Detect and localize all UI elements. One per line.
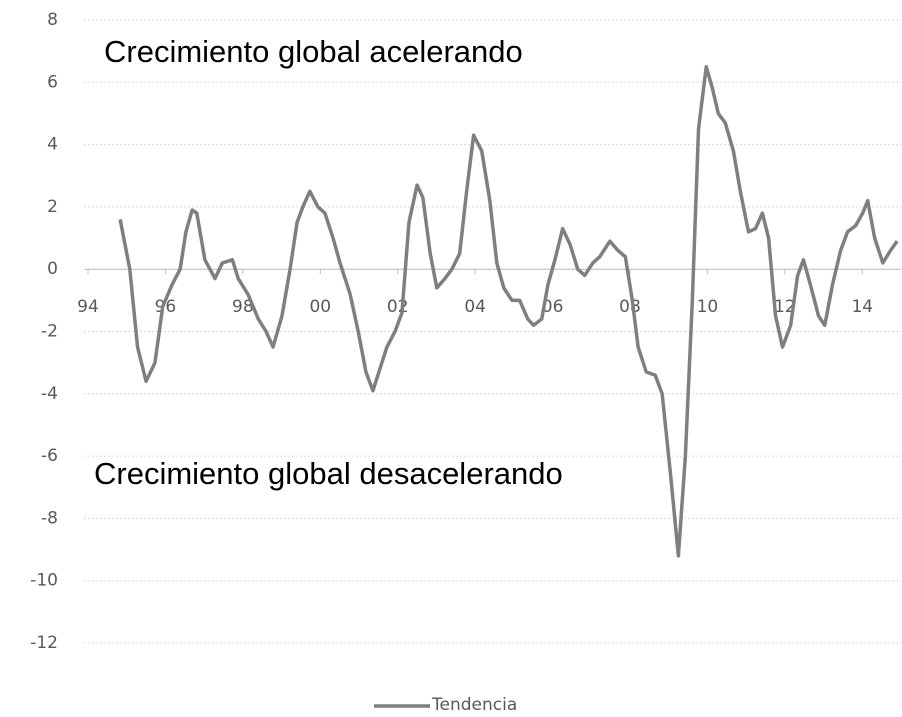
x-tick-label: 08 xyxy=(619,297,641,317)
y-tick-label: -4 xyxy=(41,384,58,404)
x-tick-label: 04 xyxy=(464,297,486,317)
y-tick-label: 0 xyxy=(47,259,58,279)
y-tick-label: -2 xyxy=(41,322,58,342)
x-tick-label: 06 xyxy=(542,297,564,317)
y-tick-label: -6 xyxy=(41,446,58,466)
x-tick-label: 94 xyxy=(77,297,99,317)
legend-label: Tendencia xyxy=(431,695,517,715)
x-tick-label: 02 xyxy=(387,297,409,317)
x-tick-label: 14 xyxy=(851,297,873,317)
y-tick-label: -10 xyxy=(30,571,58,591)
x-tick-label: 98 xyxy=(232,297,254,317)
annotation: Crecimiento global acelerando xyxy=(104,34,523,69)
x-tick-label: 96 xyxy=(155,297,177,317)
annotation: Crecimiento global desacelerando xyxy=(94,456,563,491)
y-tick-label: -12 xyxy=(30,633,58,653)
y-tick-label: -8 xyxy=(41,508,58,528)
x-tick-label: 00 xyxy=(309,297,331,317)
line xyxy=(118,64,899,558)
x-tick-label: 12 xyxy=(774,297,796,317)
y-tick-label: 8 xyxy=(47,10,58,30)
x-tick-label: 10 xyxy=(697,297,719,317)
y-tick-label: 4 xyxy=(47,135,58,155)
y-tick-label: 2 xyxy=(47,197,58,217)
y-tick-label: 6 xyxy=(47,72,58,92)
